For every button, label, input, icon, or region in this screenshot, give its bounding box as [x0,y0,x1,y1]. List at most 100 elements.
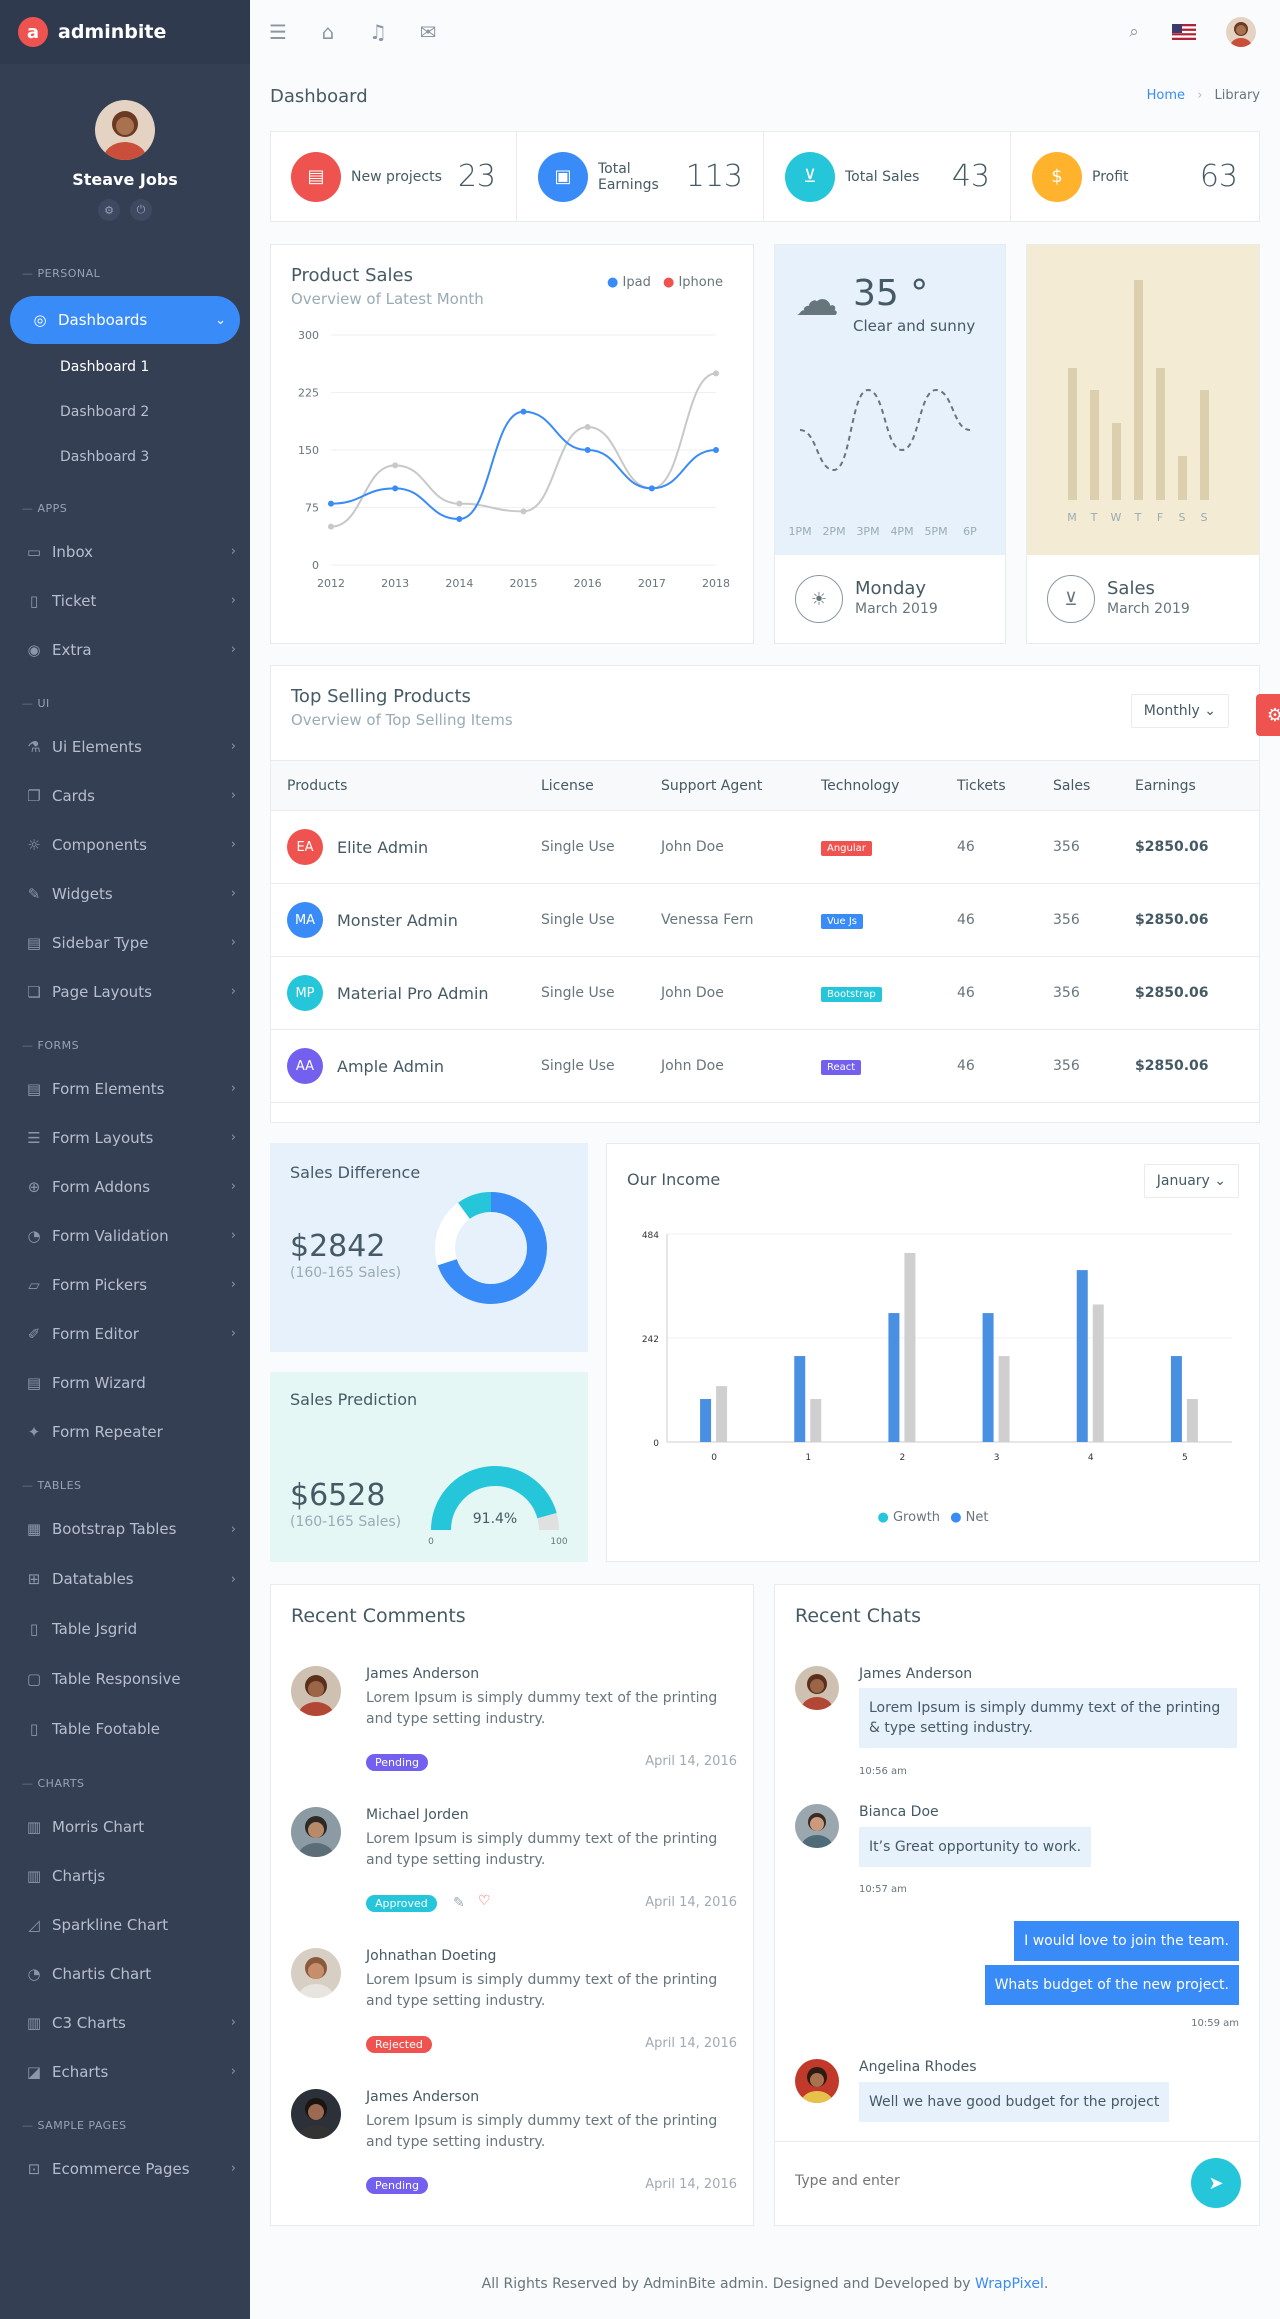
sidebar-item-echarts[interactable]: ◪ Echarts › [0,2047,250,2096]
x-tick-label: 5 [1182,1453,1188,1463]
plus-circle-icon: ⊕ [27,1177,41,1196]
picker-icon: ▱ [28,1275,40,1294]
chat-name: Angelina Rhodes [859,2059,977,2075]
send-button[interactable]: ➤ [1191,2158,1241,2208]
x-tick-label: 6P [963,525,977,538]
sidebar-item-table-responsive[interactable]: ▢ Table Responsive [0,1654,250,1704]
weather-line [799,388,971,472]
chat-input[interactable] [795,2160,1175,2202]
menu-icon[interactable]: ☰ [269,20,287,44]
sidebar-item-form-pickers[interactable]: ▱ Form Pickers › [0,1260,250,1309]
sidebar-item-chartjs[interactable]: ▥ Chartjs [0,1851,250,1900]
table-row[interactable]: EA Elite Admin Single Use John Doe Angula… [271,810,1259,884]
power-icon[interactable]: ⏻ [130,199,152,221]
sidebar-item-form-addons[interactable]: ⊕ Form Addons › [0,1162,250,1211]
tickets-cell: 46 [957,810,1053,884]
heart-icon[interactable]: ♡ [478,1893,491,1909]
sidebar-item-sparkline-chart[interactable]: ◿ Sparkline Chart [0,1900,250,1949]
status-badge[interactable]: Pending [366,1754,428,1771]
stat-total-sales: ⊻ Total Sales 43 [765,132,1011,221]
sidebar-item-inbox[interactable]: ▭ Inbox › [0,527,250,576]
wallet-icon: ▣ [538,151,588,202]
sidebar-item-components[interactable]: ☼ Components › [0,820,250,869]
ticket-icon: ▯ [29,591,39,610]
footer-text: All Rights Reserved by AdminBite admin. … [481,2276,976,2292]
period-select[interactable]: Monthly ⌄ [1130,694,1229,728]
x-tick-label: 4PM [890,525,913,538]
sidebar-item-extra[interactable]: ◉ Extra › [0,625,250,674]
table-row[interactable]: MP Material Pro Admin Single Use John Doe… [271,956,1259,1030]
us-flag-icon[interactable] [1172,24,1196,40]
sidebar-item-page-layouts[interactable]: ❏ Page Layouts › [0,967,250,1016]
sidebar-item-form-validation[interactable]: ◔ Form Validation › [0,1211,250,1260]
sidebar-item-ecommerce-pages[interactable]: ⊡ Ecommerce Pages › [0,2144,250,2193]
search-icon[interactable]: ⌕ [1129,22,1139,42]
column-header[interactable]: Earnings [1135,760,1259,811]
month-select[interactable]: January ⌄ [1143,1164,1239,1198]
sales-difference-card: Sales Difference $2842 (160-165 Sales) [270,1143,588,1352]
status-badge[interactable]: Pending [366,2177,428,2194]
user-name[interactable]: Steave Jobs [72,170,178,189]
product-initials: MP [287,975,323,1011]
data-point [328,523,334,530]
avatar[interactable] [95,100,155,160]
sidebar-item-form-editor[interactable]: ✐ Form Editor › [0,1309,250,1358]
status-badge[interactable]: Approved [366,1895,437,1912]
sidebar-item-c3-charts[interactable]: ▥ C3 Charts › [0,1998,250,2047]
sidebar-item-ui-elements[interactable]: ⚗ Ui Elements › [0,722,250,771]
sidebar-item-bootstrap-tables[interactable]: ▦ Bootstrap Tables › [0,1504,250,1554]
sidebar-item-ticket[interactable]: ▯ Ticket › [0,576,250,625]
footable-icon: ▯ [29,1720,39,1738]
sidebar-item-morris-chart[interactable]: ▥ Morris Chart [0,1802,250,1851]
column-header[interactable]: Tickets [957,760,1053,811]
footer-link[interactable]: WrapPixel [975,2276,1044,2292]
table-row[interactable]: AA Ample Admin Single Use John Doe React … [271,1029,1259,1103]
chevron-right-icon: › [230,642,236,657]
weather-description: Clear and sunny [853,317,976,335]
sidebar-item-label: Form Editor [52,1324,139,1343]
column-header[interactable]: Sales [1053,760,1135,811]
sidebar-item-widgets[interactable]: ✎ Widgets › [0,869,250,918]
settings-icon[interactable]: ⚙ [98,199,120,221]
logo[interactable]: a adminbite [0,0,250,64]
legend-label: Iphone [678,275,723,290]
column-header[interactable]: Products [271,760,541,811]
sidebar-subitem-dashboard-2[interactable]: Dashboard 2 [60,403,150,420]
status-badge[interactable]: Rejected [366,2036,432,2053]
table-row[interactable]: MA Monster Admin Single Use Venessa Fern … [271,883,1259,957]
bell-icon[interactable]: ♫ [369,20,387,44]
sidebar-item-form-repeater[interactable]: ✦ Form Repeater [0,1407,250,1456]
chevron-right-icon: › [230,837,236,852]
sidebar-item-sidebar-type[interactable]: ▤ Sidebar Type › [0,918,250,967]
avatar [795,2059,839,2103]
chevron-down-icon: ⌄ [215,312,226,328]
sidebar-item-chartis-chart[interactable]: ◔ Chartis Chart [0,1949,250,1998]
sidebar-subitem-dashboard-3[interactable]: Dashboard 3 [60,448,150,465]
sidebar-item-form-layouts[interactable]: ☰ Form Layouts › [0,1113,250,1162]
bar [1156,368,1165,500]
sidebar-subitem-dashboard-1[interactable]: Dashboard 1 [60,358,150,375]
sidebar-item-dashboards[interactable]: ◎ Dashboards ⌄ [10,296,240,344]
sidebar-item-table-footable[interactable]: ▯ Table Footable [0,1704,250,1754]
comment-author: Michael Jorden [366,1807,469,1823]
sidebar-item-form-elements[interactable]: ▤ Form Elements › [0,1064,250,1113]
breadcrumb-home[interactable]: Home [1146,88,1186,103]
column-header[interactable]: Support Agent [661,760,821,811]
sidebar-item-table-jsgrid[interactable]: ▯ Table Jsgrid [0,1604,250,1654]
mail-icon[interactable]: ✉ [419,20,437,44]
topbar-avatar[interactable] [1226,17,1256,47]
sidebar-item-form-wizard[interactable]: ▤ Form Wizard [0,1358,250,1407]
column-header[interactable]: Technology [821,760,957,811]
settings-toggle-icon[interactable]: ⚙ [1256,694,1280,736]
column-header[interactable]: License [541,760,661,811]
bar [1112,423,1121,500]
sidebar: a adminbite Steave Jobs ⚙ ⏻ PERSONAL ◎ Da… [0,0,250,2319]
gift-icon[interactable]: ⌂ [321,20,335,44]
sales-difference-value: $2842 [290,1229,386,1264]
edit-icon[interactable]: ✎ [453,1895,465,1911]
sidebar-item-datatables[interactable]: ⊞ Datatables › [0,1554,250,1604]
legend-dot-icon: ● [607,275,619,290]
sidebar-item-cards[interactable]: ❐ Cards › [0,771,250,820]
breadcrumb: Home › Library [1147,88,1260,103]
sidebar-item-label: Sparkline Chart [52,1915,169,1934]
